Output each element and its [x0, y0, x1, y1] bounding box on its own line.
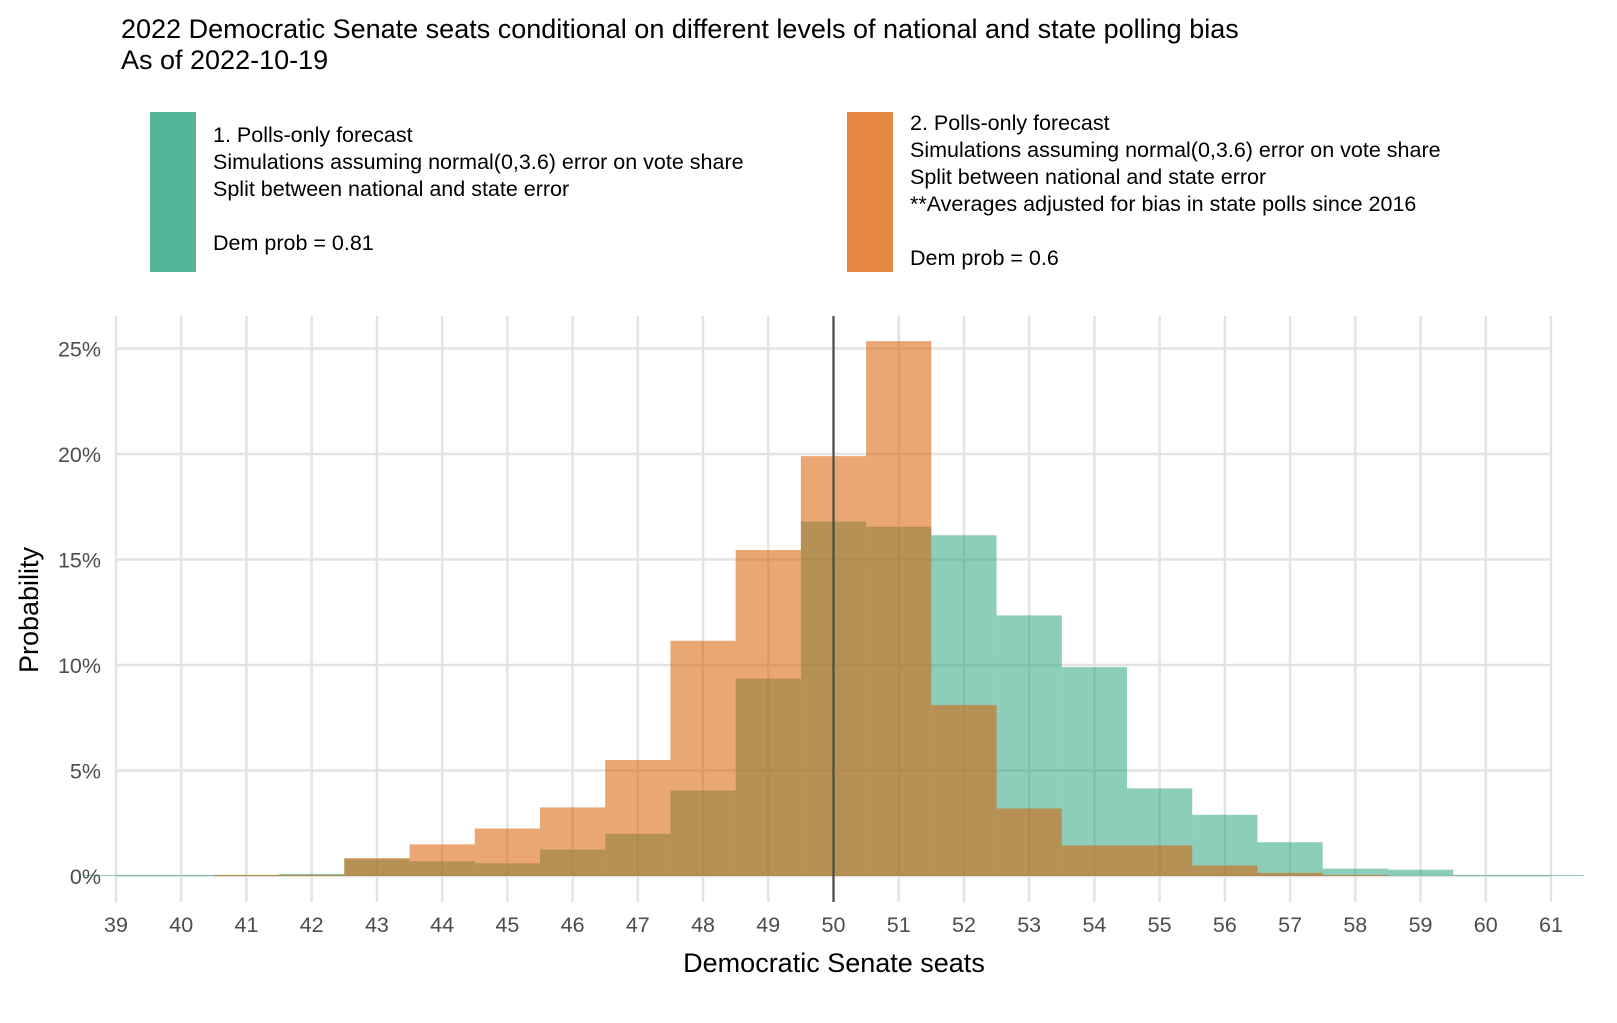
bar-54 [1061, 845, 1128, 876]
bar-57 [1257, 842, 1323, 876]
x-tick-label: 40 [169, 913, 193, 937]
bar-59 [1387, 869, 1454, 876]
y-tick-label: 0% [70, 865, 101, 889]
x-tick-label: 41 [234, 913, 258, 937]
bar-48 [670, 640, 736, 876]
bar-55 [1127, 845, 1193, 876]
legend-1-prob: Dem prob = 0.81 [213, 231, 374, 255]
x-tick-label: 47 [626, 913, 650, 937]
bar-60 [1453, 874, 1519, 876]
bar-39 [83, 874, 149, 876]
legend-1-line-2: Simulations assuming normal(0,3.6) error… [213, 150, 744, 174]
legend-1-line-3: Split between national and state error [213, 177, 570, 201]
legend-2-line-2: Simulations assuming normal(0,3.6) error… [910, 138, 1441, 162]
legend-2-prob: Dem prob = 0.6 [910, 246, 1059, 270]
bar-42 [279, 874, 345, 876]
bar-44 [409, 844, 475, 876]
bar-56 [1192, 865, 1258, 876]
chart-subtitle: As of 2022-10-19 [121, 45, 329, 75]
legend-1-line-1: 1. Polls-only forecast [213, 123, 413, 147]
x-tick-label: 61 [1539, 913, 1563, 937]
legend-key-2 [847, 112, 893, 272]
x-tick-label: 51 [887, 913, 911, 937]
bar-57 [1257, 872, 1323, 876]
x-tick-label: 54 [1082, 913, 1106, 937]
y-tick-labels: 0% 5% 10% 15% 20% 25% [58, 338, 101, 890]
y-axis-label: Probability [14, 546, 44, 673]
series-bias-adjusted [213, 341, 1388, 876]
x-tick-label: 59 [1409, 913, 1433, 937]
x-tick-label: 43 [365, 913, 389, 937]
bar-58 [1322, 868, 1388, 876]
y-tick-label: 25% [58, 338, 101, 362]
bar-45 [474, 828, 540, 876]
x-tick-label: 50 [822, 913, 846, 937]
bar-53 [996, 808, 1062, 876]
legend-2-line-1: 2. Polls-only forecast [910, 111, 1110, 135]
x-tick-label: 52 [952, 913, 976, 937]
legend-entry-1: 1. Polls-only forecast Simulations assum… [213, 122, 744, 257]
x-tick-labels: 39 40 41 42 43 44 45 46 47 48 49 50 51 52 53 54 55 56 57 58… [104, 913, 1563, 937]
bar-51 [866, 341, 932, 876]
x-tick-label: 49 [756, 913, 780, 937]
legend-2-line-4: **Averages adjusted for bias in state po… [910, 192, 1417, 216]
bar-43 [344, 858, 410, 876]
x-tick-label: 45 [495, 913, 519, 937]
x-tick-label: 55 [1148, 913, 1172, 937]
chart-title: 2022 Democratic Senate seats conditional… [121, 14, 1239, 44]
legend-key-1 [150, 112, 196, 272]
y-tick-label: 20% [58, 443, 101, 467]
x-tick-label: 58 [1343, 913, 1367, 937]
bar-49 [735, 550, 801, 876]
bar-52 [931, 705, 997, 876]
x-tick-label: 39 [104, 913, 128, 937]
x-tick-label: 56 [1213, 913, 1237, 937]
bar-61 [1518, 874, 1584, 876]
bar-40 [148, 874, 214, 876]
x-axis-label: Democratic Senate seats [683, 948, 985, 978]
bar-47 [605, 759, 671, 876]
x-tick-label: 42 [300, 913, 324, 937]
bar-54 [1061, 667, 1128, 876]
bar-46 [539, 807, 606, 876]
y-tick-label: 10% [58, 654, 101, 678]
x-tick-label: 48 [691, 913, 715, 937]
y-tick-label: 5% [70, 760, 101, 784]
bar-58 [1322, 874, 1388, 876]
bar-41 [213, 874, 280, 876]
x-tick-label: 46 [561, 913, 585, 937]
y-tick-label: 15% [58, 549, 101, 573]
x-tick-label: 60 [1474, 913, 1498, 937]
x-tick-label: 53 [1017, 913, 1041, 937]
legend-2-line-3: Split between national and state error [910, 165, 1267, 189]
x-tick-label: 44 [430, 913, 454, 937]
x-tick-label: 57 [1278, 913, 1302, 937]
legend-entry-2: 2. Polls-only forecast Simulations assum… [910, 110, 1441, 272]
